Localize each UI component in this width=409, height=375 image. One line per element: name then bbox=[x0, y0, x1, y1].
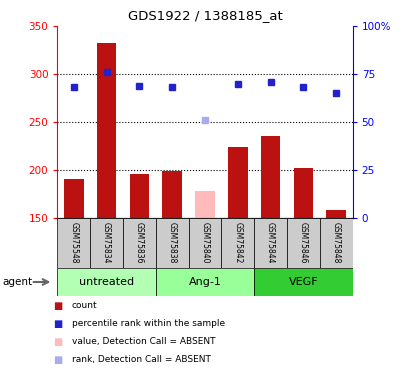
Text: agent: agent bbox=[2, 277, 32, 287]
Text: value, Detection Call = ABSENT: value, Detection Call = ABSENT bbox=[72, 337, 215, 346]
Text: rank, Detection Call = ABSENT: rank, Detection Call = ABSENT bbox=[72, 355, 210, 364]
Bar bbox=[162, 171, 182, 217]
Bar bbox=[155, 268, 254, 296]
Bar bbox=[188, 217, 221, 268]
Bar bbox=[195, 191, 214, 217]
Text: GSM75848: GSM75848 bbox=[331, 222, 340, 264]
Bar bbox=[57, 217, 90, 268]
Text: GSM75834: GSM75834 bbox=[102, 222, 111, 264]
Bar bbox=[64, 179, 83, 218]
Bar bbox=[123, 217, 155, 268]
Bar bbox=[57, 268, 155, 296]
Text: GSM75838: GSM75838 bbox=[167, 222, 176, 264]
Bar bbox=[227, 147, 247, 218]
Text: ■: ■ bbox=[53, 337, 63, 346]
Text: GSM75840: GSM75840 bbox=[200, 222, 209, 264]
Bar bbox=[293, 168, 312, 217]
Bar bbox=[286, 217, 319, 268]
Text: ■: ■ bbox=[53, 301, 63, 310]
Bar bbox=[97, 42, 116, 218]
Bar bbox=[254, 217, 286, 268]
Text: GSM75844: GSM75844 bbox=[265, 222, 274, 264]
Text: ■: ■ bbox=[53, 319, 63, 328]
Text: VEGF: VEGF bbox=[288, 277, 317, 287]
Text: GSM75836: GSM75836 bbox=[135, 222, 144, 264]
Bar bbox=[254, 268, 352, 296]
Text: untreated: untreated bbox=[79, 277, 134, 287]
Bar bbox=[260, 136, 280, 218]
Text: count: count bbox=[72, 301, 97, 310]
Text: GSM75846: GSM75846 bbox=[298, 222, 307, 264]
Text: ■: ■ bbox=[53, 355, 63, 364]
Text: percentile rank within the sample: percentile rank within the sample bbox=[72, 319, 224, 328]
Bar bbox=[319, 217, 352, 268]
Text: Ang-1: Ang-1 bbox=[188, 277, 221, 287]
Text: GDS1922 / 1388185_at: GDS1922 / 1388185_at bbox=[127, 9, 282, 22]
Text: GSM75842: GSM75842 bbox=[233, 222, 242, 264]
Text: GSM75548: GSM75548 bbox=[69, 222, 78, 264]
Bar bbox=[155, 217, 188, 268]
Bar bbox=[90, 217, 123, 268]
Bar bbox=[326, 210, 345, 218]
Bar bbox=[129, 174, 149, 217]
Bar bbox=[221, 217, 254, 268]
